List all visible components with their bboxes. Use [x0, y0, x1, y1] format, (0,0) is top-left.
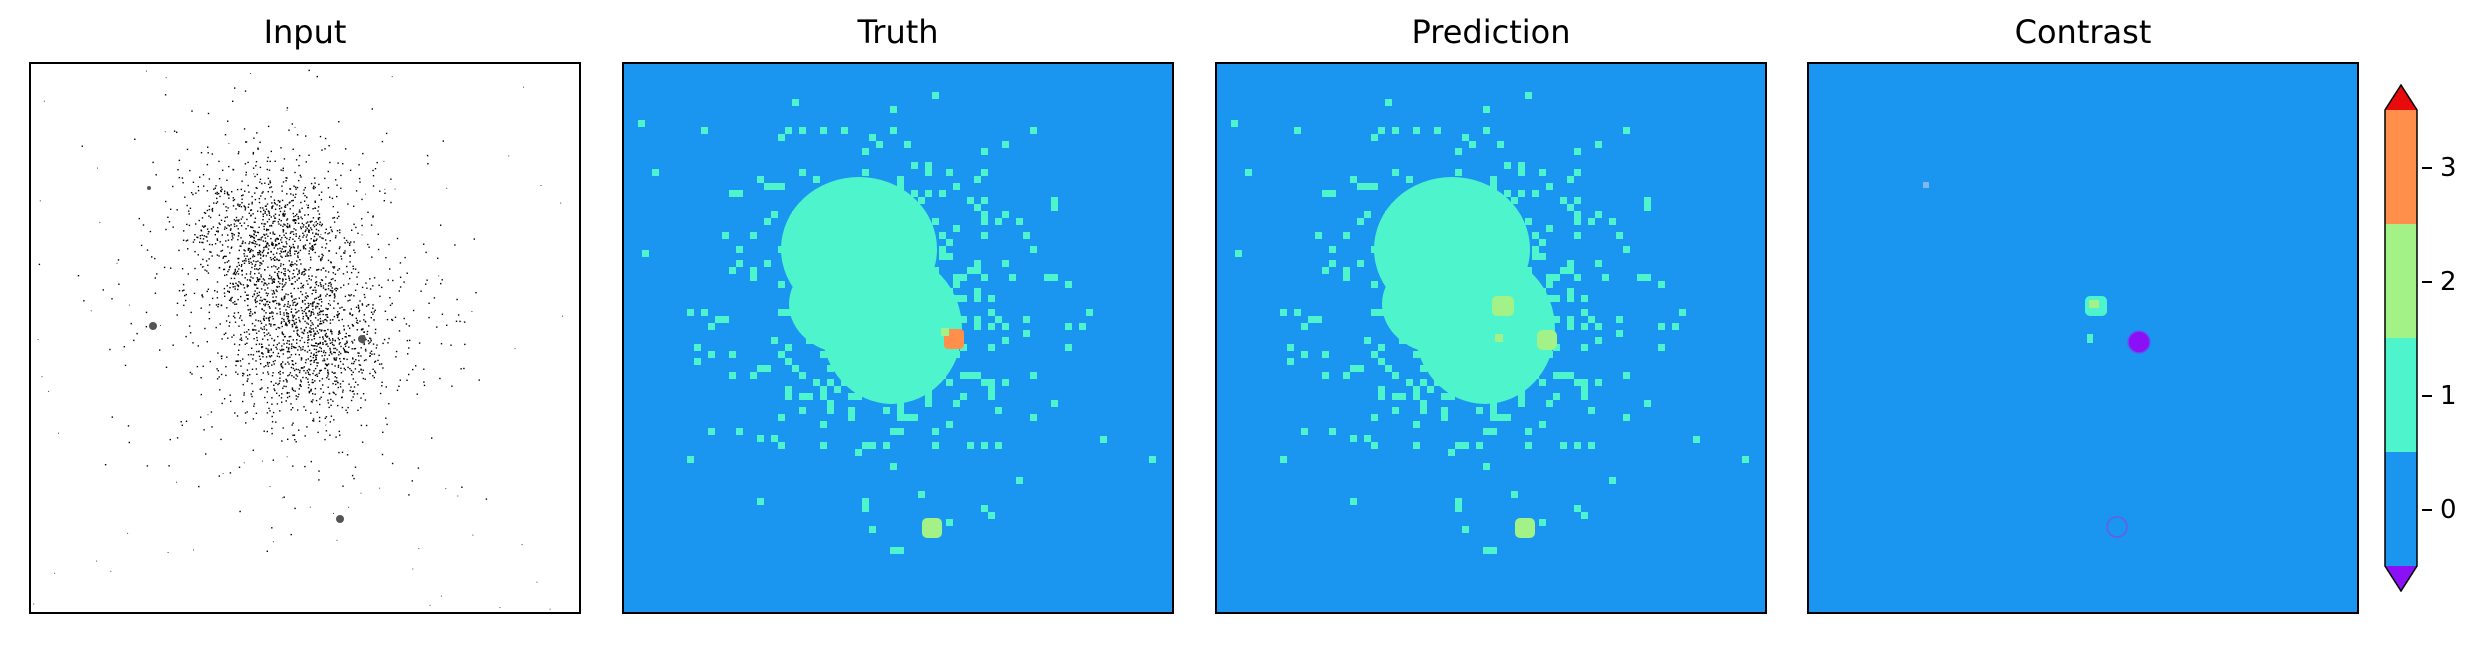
colorbar-segment-2 [2385, 224, 2417, 338]
contrast-difference-image [1809, 64, 2357, 612]
input-image-panel [29, 62, 581, 614]
colorbar-tick-mark [2422, 395, 2432, 397]
colorbar-tick-mark [2422, 509, 2432, 511]
colorbar-tick-label: 0 [2440, 495, 2457, 525]
truth-image-panel [622, 62, 1174, 614]
colorbar-segment-1 [2385, 338, 2417, 452]
colorbar-tick-label: 2 [2440, 267, 2457, 297]
colorbar-segment-0 [2385, 452, 2417, 566]
colorbar [2384, 84, 2418, 592]
colorbar-under-arrow [2385, 566, 2417, 591]
truth-segmentation-image [624, 64, 1172, 612]
prediction-image-panel [1215, 62, 1767, 614]
colorbar-tick-label: 3 [2440, 153, 2457, 183]
colorbar-segment-3 [2385, 110, 2417, 224]
colorbar-tick-mark [2422, 167, 2432, 169]
colorbar-over-arrow [2385, 85, 2417, 110]
panel-title-truth: Truth [857, 13, 939, 51]
colorbar-tick-mark [2422, 281, 2432, 283]
panel-title-prediction: Prediction [1411, 13, 1571, 51]
input-scatter-image [33, 69, 563, 610]
colorbar-tick-label: 1 [2440, 381, 2457, 411]
contrast-image-panel [1807, 62, 2359, 614]
panel-title-contrast: Contrast [2014, 13, 2152, 51]
prediction-segmentation-image [1217, 64, 1765, 612]
panel-title-input: Input [263, 13, 347, 51]
